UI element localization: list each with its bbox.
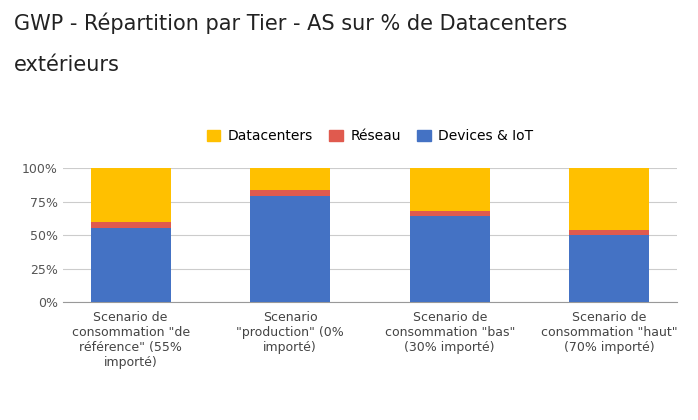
Bar	[251, 196, 330, 302]
Bar	[91, 222, 170, 228]
Bar	[410, 216, 489, 302]
Bar	[251, 168, 330, 189]
Bar	[91, 168, 170, 222]
Bar	[251, 189, 330, 196]
Bar	[570, 235, 649, 302]
Bar	[410, 211, 489, 216]
Bar	[91, 228, 170, 302]
Text: GWP - Répartition par Tier - AS sur % de Datacenters: GWP - Répartition par Tier - AS sur % de…	[14, 13, 567, 34]
Legend: Datacenters, Réseau, Devices & IoT: Datacenters, Réseau, Devices & IoT	[201, 124, 539, 149]
Bar	[410, 168, 489, 211]
Text: extérieurs: extérieurs	[14, 55, 120, 75]
Bar	[570, 168, 649, 230]
Bar	[570, 230, 649, 235]
